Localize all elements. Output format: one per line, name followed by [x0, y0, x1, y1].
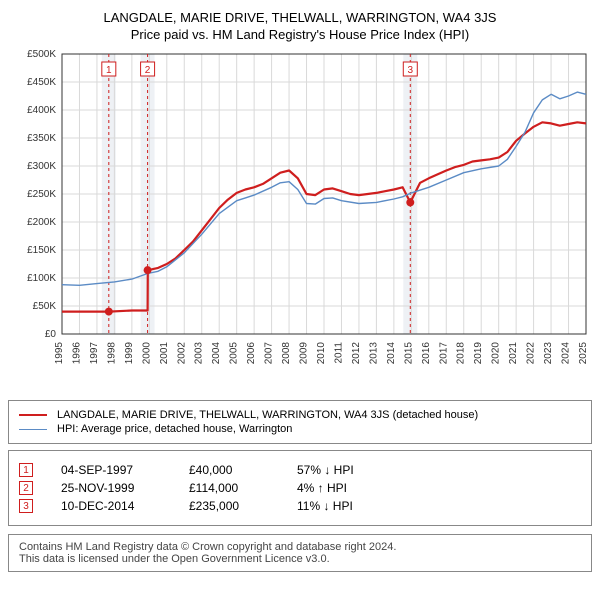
transaction-marker: 1 [19, 463, 33, 477]
svg-text:£400K: £400K [27, 105, 56, 116]
svg-text:2008: 2008 [281, 342, 292, 365]
chart-container: LANGDALE, MARIE DRIVE, THELWALL, WARRING… [0, 0, 600, 580]
svg-text:1998: 1998 [106, 342, 117, 365]
svg-text:3: 3 [408, 65, 414, 76]
transaction-price: £235,000 [189, 499, 289, 513]
svg-text:£100K: £100K [27, 273, 56, 284]
chart-area: £0 £50K £100K £150K £200K £250K £300K £350K £400… [8, 50, 592, 390]
svg-text:£0: £0 [45, 329, 57, 340]
legend-label: HPI: Average price, detached house, Warr… [57, 423, 292, 435]
svg-text:2003: 2003 [194, 342, 205, 365]
transaction-date: 10-DEC-2014 [61, 499, 181, 513]
svg-text:2000: 2000 [141, 342, 152, 365]
footer-line-2: This data is licensed under the Open Gov… [19, 553, 581, 565]
svg-text:2017: 2017 [438, 342, 449, 365]
svg-text:£200K: £200K [27, 217, 56, 228]
svg-text:2019: 2019 [473, 342, 484, 365]
svg-text:£150K: £150K [27, 245, 56, 256]
svg-text:2005: 2005 [229, 342, 240, 365]
svg-text:2012: 2012 [351, 342, 362, 365]
svg-text:2009: 2009 [299, 342, 310, 365]
svg-text:2002: 2002 [176, 342, 187, 365]
title-address: LANGDALE, MARIE DRIVE, THELWALL, WARRING… [8, 10, 592, 25]
svg-text:1: 1 [106, 65, 112, 76]
svg-text:2006: 2006 [246, 342, 257, 365]
legend-swatch [19, 429, 47, 430]
transaction-row: 3 10-DEC-2014 £235,000 11% ↓ HPI [19, 499, 581, 513]
transaction-date: 25-NOV-1999 [61, 481, 181, 495]
svg-text:£50K: £50K [33, 301, 57, 312]
svg-text:2011: 2011 [333, 342, 344, 364]
transaction-row: 1 04-SEP-1997 £40,000 57% ↓ HPI [19, 463, 581, 477]
transaction-price: £114,000 [189, 481, 289, 495]
svg-text:£500K: £500K [27, 50, 56, 60]
transaction-diff: 57% ↓ HPI [297, 463, 417, 477]
transaction-date: 04-SEP-1997 [61, 463, 181, 477]
transactions-table: 1 04-SEP-1997 £40,000 57% ↓ HPI 2 25-NOV-1999… [8, 450, 592, 526]
transaction-price: £40,000 [189, 463, 289, 477]
svg-text:2022: 2022 [526, 342, 537, 365]
svg-text:2004: 2004 [211, 342, 222, 365]
svg-text:2021: 2021 [508, 342, 519, 365]
legend-item: LANGDALE, MARIE DRIVE, THELWALL, WARRING… [19, 409, 581, 421]
svg-text:2025: 2025 [578, 342, 589, 365]
title-subtitle: Price paid vs. HM Land Registry's House … [8, 27, 592, 42]
svg-text:£350K: £350K [27, 133, 56, 144]
title-block: LANGDALE, MARIE DRIVE, THELWALL, WARRING… [8, 10, 592, 42]
svg-text:2001: 2001 [159, 342, 170, 365]
transaction-marker: 2 [19, 481, 33, 495]
attribution-footer: Contains HM Land Registry data © Crown c… [8, 534, 592, 572]
legend-swatch [19, 414, 47, 416]
svg-text:2023: 2023 [543, 342, 554, 365]
svg-text:1995: 1995 [54, 342, 65, 365]
legend-label: LANGDALE, MARIE DRIVE, THELWALL, WARRING… [57, 409, 478, 421]
legend: LANGDALE, MARIE DRIVE, THELWALL, WARRING… [8, 400, 592, 444]
svg-text:1997: 1997 [89, 342, 100, 365]
svg-text:2010: 2010 [316, 342, 327, 365]
svg-text:2: 2 [145, 65, 151, 76]
svg-text:2024: 2024 [561, 342, 572, 365]
svg-text:£450K: £450K [27, 77, 56, 88]
footer-line-1: Contains HM Land Registry data © Crown c… [19, 541, 581, 553]
svg-text:2020: 2020 [491, 342, 502, 365]
legend-item: HPI: Average price, detached house, Warr… [19, 423, 581, 435]
svg-text:£300K: £300K [27, 161, 56, 172]
svg-text:2018: 2018 [456, 342, 467, 365]
svg-text:£250K: £250K [27, 189, 56, 200]
transaction-diff: 4% ↑ HPI [297, 481, 417, 495]
svg-text:2014: 2014 [386, 342, 397, 365]
transaction-marker: 3 [19, 499, 33, 513]
svg-text:1996: 1996 [71, 342, 82, 365]
transaction-row: 2 25-NOV-1999 £114,000 4% ↑ HPI [19, 481, 581, 495]
svg-text:2015: 2015 [403, 342, 414, 365]
line-chart-svg: £0 £50K £100K £150K £200K £250K £300K £350K £400… [8, 50, 592, 390]
transaction-diff: 11% ↓ HPI [297, 499, 417, 513]
svg-text:2016: 2016 [421, 342, 432, 365]
svg-text:2007: 2007 [264, 342, 275, 365]
svg-text:2013: 2013 [368, 342, 379, 365]
svg-text:1999: 1999 [124, 342, 135, 365]
